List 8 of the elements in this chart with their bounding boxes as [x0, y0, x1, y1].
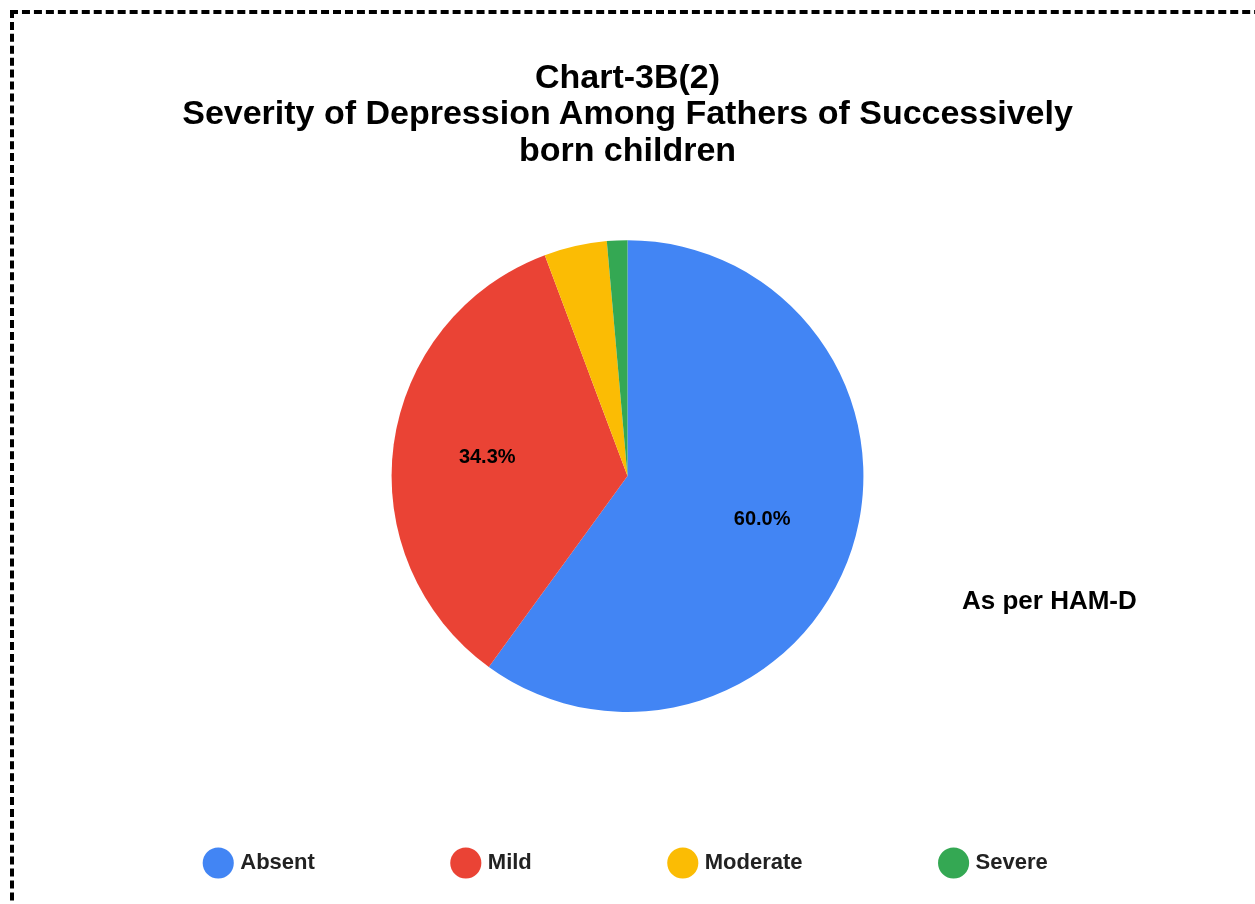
data-label: 60.0% — [733, 507, 791, 530]
data-label: 34.3% — [458, 444, 516, 467]
legend-label: Mild — [487, 849, 532, 875]
legend-label: Moderate — [704, 849, 803, 875]
text: As per HAM-D — [962, 585, 1137, 616]
chart-title: Chart-3B(2) Severity of Depression Among Fathers of Successively born children — [182, 56, 1073, 169]
legend-label: Severe — [975, 849, 1048, 875]
legend-label: Absent — [240, 849, 316, 875]
